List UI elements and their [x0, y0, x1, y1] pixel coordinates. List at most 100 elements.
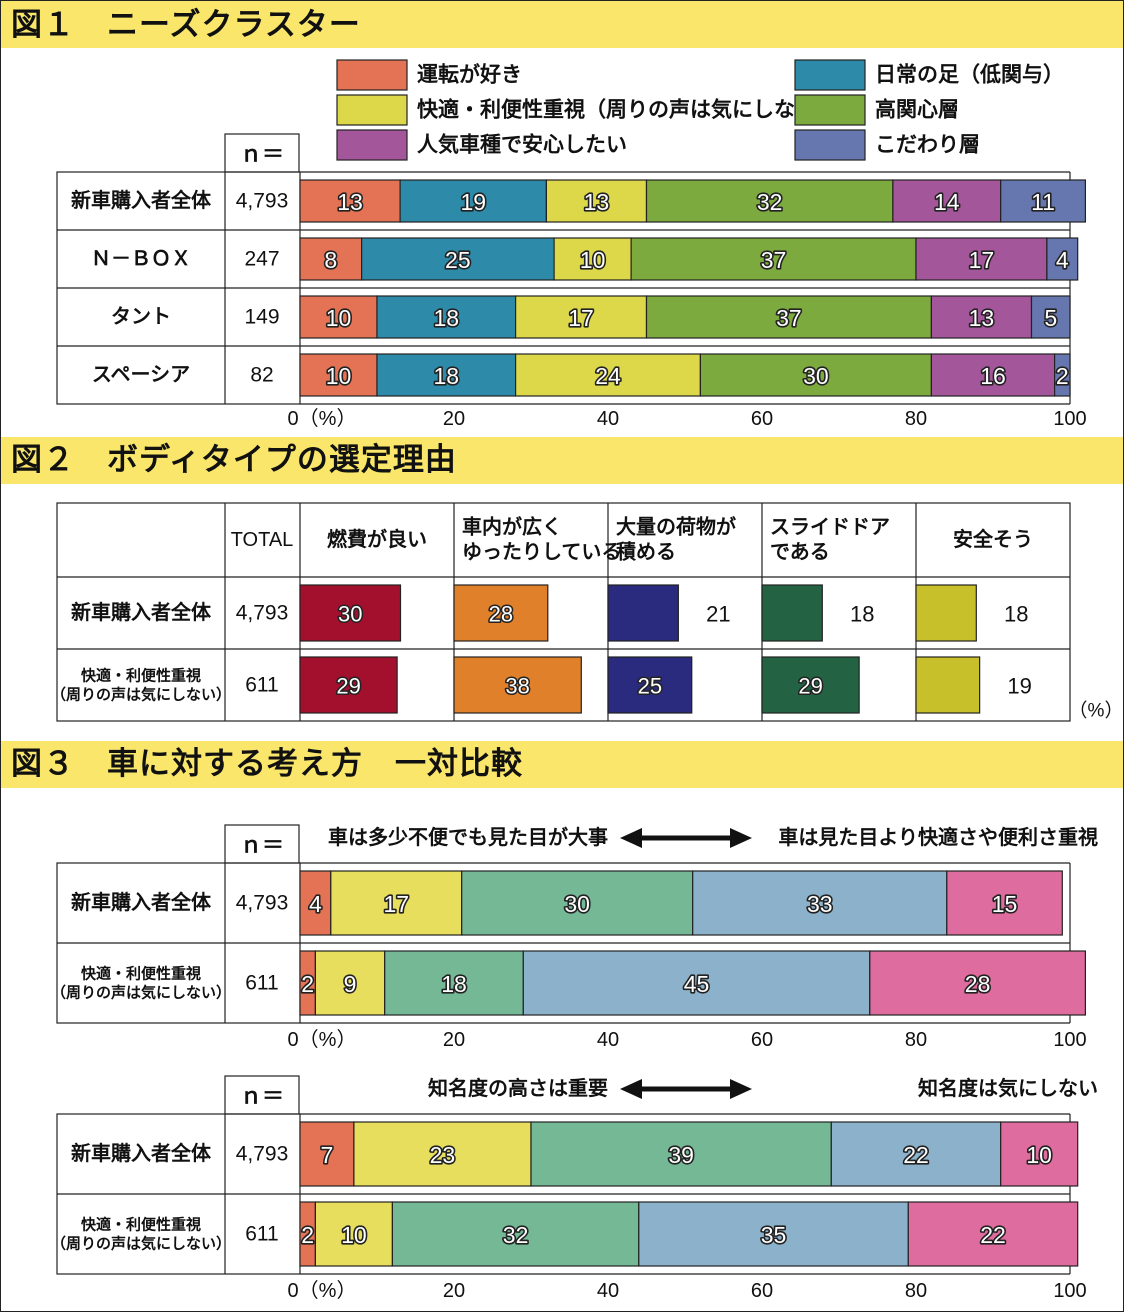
fig3-tick-label: 40: [597, 1029, 619, 1051]
fig1-bar-segment: [645, 295, 932, 339]
fig2-title: 図２ ボディタイプの選定理由: [11, 442, 457, 478]
legend-swatch: [794, 59, 866, 91]
fig1-tick-label: 80: [905, 408, 927, 430]
fig1-n-value: 247: [244, 248, 279, 271]
fig1-data-label: 5: [1044, 305, 1057, 331]
fig3-n-value: 4,793: [236, 892, 289, 915]
legend-swatch: [336, 59, 408, 91]
fig2-data-label: 29: [798, 674, 822, 699]
fig2-data-label: 25: [638, 674, 662, 699]
fig1-data-label: 10: [326, 305, 352, 331]
fig3-tick-label: 80: [905, 1280, 927, 1302]
fig2-data-label: 38: [505, 674, 529, 699]
fig1-tick-label: 0（%）: [288, 407, 357, 430]
fig1-data-label: 24: [595, 363, 621, 389]
fig2-bar: [761, 656, 860, 714]
fig1-bar-segment: [930, 353, 1056, 397]
fig3-0-data-label: 18: [441, 971, 467, 997]
fig3-1-data-label: 23: [430, 1142, 456, 1168]
legend-swatch: [794, 94, 866, 126]
fig2-n-value: 611: [245, 674, 278, 697]
fig2-title-band: 図２ ボディタイプの選定理由: [1, 437, 1123, 484]
fig3-0-data-label: 17: [383, 891, 409, 917]
fig3-left-statement: 知名度の高さは重要: [428, 1076, 608, 1100]
fig1-data-label: 19: [460, 189, 486, 215]
fig3-0-data-label: 45: [684, 971, 710, 997]
arrow-left-head: [620, 828, 642, 848]
legend-label: 日常の足（低関与）: [875, 63, 1064, 87]
fig1-data-label: 37: [776, 305, 802, 331]
fig1-bar-segment: [299, 353, 378, 397]
fig2-bar: [299, 656, 398, 714]
fig3-row-label: 新車購入者全体: [71, 1141, 212, 1165]
fig3-left-statement: 車は多少不便でも見た目が大事: [328, 825, 608, 849]
fig1-row-label: Ｎ－ＢＯＸ: [91, 248, 191, 270]
fig1-bar-segment: [545, 179, 648, 223]
fig1-data-label: 10: [580, 247, 606, 273]
fig2-row-label: 快適・利便性重視（周りの声は気にしない）: [51, 666, 231, 703]
fig3-row-label: 快適・利便性重視（周りの声は気にしない）: [51, 1215, 231, 1252]
fig1-bar-segment: [645, 179, 894, 223]
fig1-tick-label: 60: [751, 408, 773, 430]
fig3-0-data-label: 15: [992, 891, 1018, 917]
fig2-data-label: 21: [706, 602, 730, 627]
fig3-row-label: 快適・利便性重視（周りの声は気にしない）: [51, 964, 231, 1001]
fig1-data-label: 17: [568, 305, 594, 331]
fig3-1-data-label: 32: [503, 1222, 529, 1248]
fig2-column-header: 燃費が良い: [327, 527, 427, 551]
fig2-column-header: スライドドアである: [770, 517, 890, 564]
fig3-tick-label: 20: [443, 1029, 465, 1051]
fig1-tick-label: 100: [1053, 408, 1086, 430]
fig1-tick-label: 20: [443, 408, 465, 430]
fig1-data-label: 16: [980, 363, 1006, 389]
fig3-1-bar-segment: [1000, 1121, 1079, 1187]
fig1-bar-segment: [1030, 295, 1071, 339]
fig2-bar: [299, 584, 402, 642]
fig1-title-band: 図１ ニーズクラスター: [1, 1, 1123, 48]
fig2-unit-label: （%）: [1069, 700, 1124, 722]
fig3-0-data-label: 30: [564, 891, 590, 917]
fig1-bar-segment: [1046, 237, 1079, 281]
fig3-tick-label: 0（%）: [288, 1028, 357, 1051]
fig3-0-data-label: 4: [309, 891, 322, 917]
fig3-1-data-label: 10: [1026, 1142, 1052, 1168]
fig3-0-bar-segment: [461, 870, 694, 936]
fig3-1-data-label: 39: [668, 1142, 694, 1168]
fig2-bar: [761, 584, 823, 642]
fig3-0-bar-segment: [299, 870, 332, 936]
n-header: ｎ＝: [240, 142, 284, 167]
fig2-data-label: 18: [850, 602, 874, 627]
fig1-bar-segment: [514, 295, 648, 339]
fig3-title-band: 図３ 車に対する考え方 一対比較: [1, 741, 1123, 788]
legend-label: こだわり層: [875, 134, 980, 157]
fig1-data-label: 37: [761, 247, 787, 273]
fig1-n-value: 82: [250, 364, 273, 387]
arrow-left-head: [620, 1079, 642, 1099]
fig1-row-label: 新車購入者全体: [71, 188, 212, 212]
fig3-1-bar-segment: [907, 1201, 1079, 1267]
fig3-right-statement: 車は見た目より快適さや便利さ重視: [778, 825, 1098, 849]
legend-label: 高関心層: [875, 98, 959, 122]
fig3-title: 図３ 車に対する考え方 一対比較: [11, 746, 523, 782]
fig1-row-label: タント: [111, 305, 171, 328]
fig2-table-frame: [56, 502, 1071, 722]
fig3-tick-label: 100: [1053, 1029, 1086, 1051]
fig1-tick-label: 40: [597, 408, 619, 430]
fig2-bar: [915, 584, 977, 642]
fig1-data-label: 17: [969, 247, 995, 273]
fig3-1-data-label: 10: [341, 1222, 367, 1248]
fig3-n-value: 611: [245, 1223, 278, 1246]
arrow-right-head: [730, 1079, 752, 1099]
fig1-n-value: 149: [244, 306, 279, 329]
n-header: ｎ＝: [240, 1084, 284, 1109]
fig1-data-label: 8: [324, 247, 337, 273]
fig2-data-label: 18: [1004, 602, 1028, 627]
fig2-bar: [915, 656, 981, 714]
fig2-column-header: 安全そう: [953, 527, 1033, 551]
fig1-data-label: 11: [1031, 189, 1055, 215]
fig2-bar: [453, 656, 582, 714]
fig3-tick-label: 20: [443, 1280, 465, 1302]
fig3-0-bar-segment: [314, 950, 386, 1016]
fig1-bar-segment: [299, 237, 363, 281]
